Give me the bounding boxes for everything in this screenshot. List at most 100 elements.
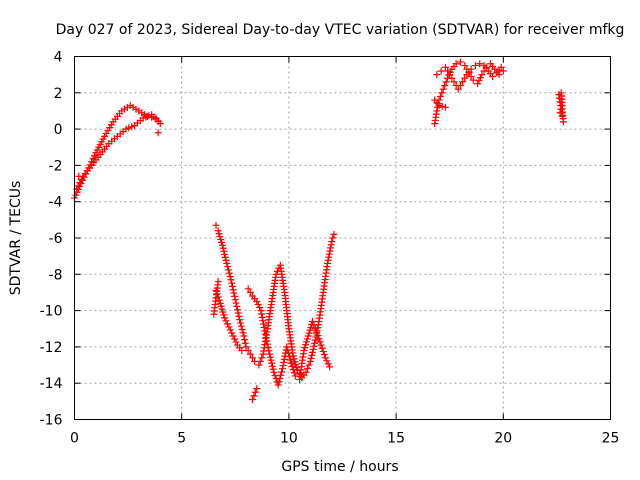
data-point — [557, 105, 565, 113]
data-point — [308, 351, 316, 359]
data-point — [497, 63, 505, 71]
data-point — [499, 67, 507, 75]
data-point — [436, 92, 444, 100]
x-axis-label: GPS time / hours — [281, 459, 398, 475]
data-point — [242, 343, 250, 351]
data-point — [435, 102, 443, 110]
data-point — [241, 339, 249, 347]
data-point — [433, 71, 441, 79]
data-point — [86, 161, 94, 169]
data-point — [244, 347, 252, 355]
data-point — [309, 345, 317, 353]
data-point — [235, 312, 243, 320]
data-point — [270, 368, 278, 376]
data-point — [461, 62, 469, 70]
data-point — [438, 102, 446, 110]
data-point — [438, 89, 446, 97]
x-tick-label: 25 — [602, 431, 620, 447]
data-point — [256, 357, 264, 365]
y-tick-label: -16 — [40, 413, 63, 429]
data-point — [476, 74, 484, 82]
data-point — [456, 82, 464, 90]
data-point — [556, 109, 564, 117]
data-point — [231, 296, 239, 304]
data-point — [248, 354, 256, 362]
data-point — [240, 332, 248, 340]
data-point — [326, 247, 334, 255]
data-point — [238, 325, 246, 333]
data-point — [439, 85, 447, 93]
data-point — [143, 112, 151, 120]
data-point — [237, 322, 245, 330]
data-point — [231, 335, 239, 343]
data-point — [558, 102, 566, 110]
data-point — [253, 385, 261, 393]
data-point — [258, 354, 266, 362]
data-point — [228, 329, 236, 337]
data-point — [308, 348, 316, 356]
data-point — [467, 72, 475, 80]
data-point — [310, 342, 318, 350]
x-tick-label: 15 — [387, 431, 405, 447]
data-point — [279, 362, 287, 370]
data-point — [310, 321, 318, 329]
data-point — [223, 259, 231, 267]
data-point — [316, 338, 324, 346]
plot-frame — [74, 56, 611, 420]
data-point — [454, 85, 462, 93]
data-point — [317, 341, 325, 349]
data-point — [261, 327, 269, 335]
data-point — [289, 366, 297, 374]
data-point — [260, 323, 268, 331]
data-point — [224, 263, 232, 271]
data-point — [441, 82, 449, 90]
data-point — [329, 234, 337, 242]
data-point — [276, 374, 284, 382]
data-points — [71, 58, 567, 404]
data-point — [323, 357, 331, 365]
y-tick-label: -10 — [40, 304, 63, 320]
data-point — [250, 392, 258, 400]
data-point — [306, 357, 314, 365]
data-point — [489, 72, 497, 80]
data-point — [265, 347, 273, 355]
data-point — [221, 314, 229, 322]
data-point — [226, 272, 234, 280]
data-point — [287, 359, 295, 367]
data-point — [221, 253, 229, 261]
data-point — [325, 253, 333, 261]
data-point — [433, 107, 441, 115]
data-point — [220, 247, 228, 255]
data-point — [315, 335, 323, 343]
data-point — [467, 65, 475, 73]
data-point — [258, 313, 266, 321]
data-point — [434, 103, 442, 111]
data-point — [469, 76, 477, 84]
data-point — [330, 230, 338, 238]
data-point — [319, 347, 327, 355]
data-point — [278, 365, 286, 373]
data-point — [275, 378, 283, 386]
data-point — [442, 78, 450, 86]
data-point — [302, 368, 310, 376]
y-tick-label: 2 — [54, 86, 63, 102]
data-point — [266, 350, 274, 358]
x-tick-label: 0 — [70, 431, 79, 447]
data-point — [311, 336, 319, 344]
data-point — [290, 369, 298, 377]
data-point — [232, 338, 240, 346]
data-point — [441, 103, 449, 111]
data-point — [286, 356, 294, 364]
y-axis-label: SDTVAR / TECUs — [8, 181, 24, 296]
data-point — [232, 299, 240, 307]
data-point — [233, 302, 241, 310]
data-point — [305, 361, 313, 369]
data-point — [214, 278, 222, 286]
data-point — [320, 351, 328, 359]
data-point — [328, 238, 336, 246]
data-point — [91, 152, 99, 160]
data-point — [223, 320, 231, 328]
data-point — [255, 361, 263, 369]
data-point — [444, 67, 452, 75]
data-point — [450, 78, 458, 86]
